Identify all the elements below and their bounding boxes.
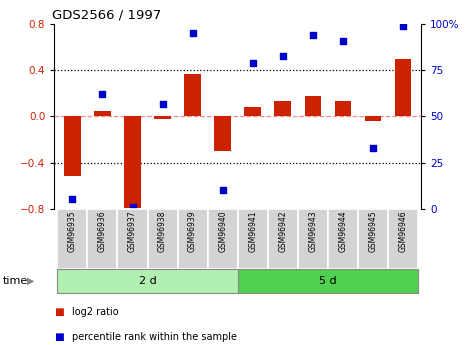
Bar (184, 74, 201, 117)
Bar (388, 209, 418, 269)
Text: GSM96940: GSM96940 (218, 210, 227, 252)
Bar (365, 117, 381, 121)
Text: GSM96938: GSM96938 (158, 210, 167, 252)
Text: GSM96937: GSM96937 (128, 210, 137, 252)
Text: ■: ■ (54, 307, 64, 317)
Bar (94, 111, 111, 117)
Point (69, 197, 76, 202)
Point (99, 91, 106, 97)
Point (309, 32, 316, 38)
Point (399, 23, 407, 29)
Point (219, 187, 227, 193)
Bar (328, 209, 358, 269)
Text: 5 d: 5 d (319, 276, 337, 286)
Text: time: time (2, 276, 27, 286)
Text: 2 d: 2 d (139, 276, 157, 286)
Bar (117, 209, 148, 269)
Text: GSM96943: GSM96943 (308, 210, 317, 252)
Text: ▶: ▶ (27, 276, 35, 286)
Bar (214, 117, 231, 151)
Text: GSM96935: GSM96935 (68, 210, 77, 252)
Text: GSM96939: GSM96939 (188, 210, 197, 252)
Text: GSM96946: GSM96946 (398, 210, 407, 252)
Point (279, 53, 287, 58)
Bar (208, 209, 238, 269)
Text: GSM96936: GSM96936 (98, 210, 107, 252)
Bar (394, 59, 411, 117)
Text: GSM96945: GSM96945 (368, 210, 377, 252)
Bar (238, 269, 418, 293)
Bar (57, 269, 238, 293)
Text: GSM96941: GSM96941 (248, 210, 257, 252)
Bar (238, 209, 268, 269)
Bar (305, 96, 321, 117)
Bar (298, 209, 328, 269)
Point (339, 38, 347, 43)
Text: GSM96944: GSM96944 (338, 210, 347, 252)
Point (189, 31, 196, 36)
Bar (268, 209, 298, 269)
Point (249, 60, 256, 66)
Text: GDS2566 / 1997: GDS2566 / 1997 (52, 9, 161, 22)
Bar (245, 107, 261, 117)
Text: log2 ratio: log2 ratio (72, 307, 119, 317)
Point (159, 101, 166, 106)
Point (129, 204, 136, 210)
Bar (154, 117, 171, 119)
Bar (274, 101, 291, 117)
Text: GSM96942: GSM96942 (278, 210, 287, 252)
Bar (148, 209, 177, 269)
Bar (64, 117, 81, 176)
Bar (358, 209, 388, 269)
Bar (124, 117, 141, 208)
Text: ■: ■ (54, 332, 64, 342)
Text: percentile rank within the sample: percentile rank within the sample (72, 332, 237, 342)
Bar (88, 209, 117, 269)
Point (369, 145, 377, 150)
Bar (57, 209, 88, 269)
Bar (177, 209, 208, 269)
Bar (334, 101, 351, 117)
